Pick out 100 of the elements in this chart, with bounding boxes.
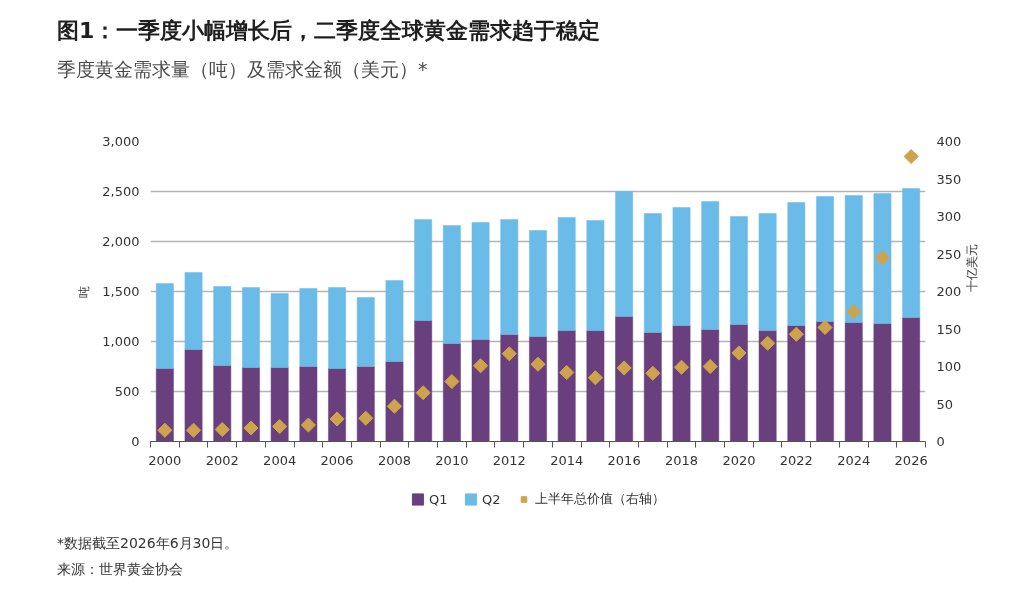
chart-subtitle: 季度黄金需求量（吨）及需求金额（美元）* (57, 58, 428, 81)
bar (414, 320, 433, 442)
x-tick-label: 2006 (320, 452, 354, 468)
y2-axis-title: 十亿美元 (965, 243, 980, 292)
x-tick-label: 2022 (779, 452, 813, 468)
bar (299, 366, 318, 442)
bar (270, 293, 289, 368)
x-tick-label: 2012 (492, 452, 526, 468)
y2-tick-label: 250 (936, 246, 962, 262)
point (530, 356, 546, 372)
bar (643, 332, 662, 442)
y-tick-label: 1,500 (102, 284, 140, 299)
bar (184, 349, 203, 442)
legend-label: Q2 (482, 491, 502, 507)
bar (902, 188, 921, 318)
point (272, 418, 288, 435)
bar (672, 207, 691, 326)
y2-tick-label: 400 (936, 134, 962, 149)
bar (242, 367, 260, 442)
x-tick-label: 2000 (148, 452, 182, 468)
bar (328, 287, 346, 369)
bar (844, 195, 863, 323)
x-tick-label: 2018 (664, 452, 699, 468)
bar (443, 343, 461, 442)
bar (500, 219, 519, 335)
chart-title: 图1：一季度小幅增长后，二季度全球黄金需求趋于稳定 (57, 18, 601, 45)
point (358, 410, 374, 426)
bar (701, 201, 720, 330)
bar (155, 368, 174, 442)
bar (758, 213, 777, 331)
bar (615, 191, 633, 317)
y-tick-label: 3,000 (102, 134, 140, 149)
bar (414, 219, 433, 321)
legend-label: 上半年总价值（右轴） (535, 490, 665, 508)
x-tick-label: 2004 (263, 452, 297, 468)
bar (787, 202, 806, 326)
point (386, 398, 403, 414)
point (185, 422, 202, 438)
legend-label: Q1 (429, 491, 449, 507)
point (157, 422, 173, 438)
point (645, 365, 661, 381)
bar (615, 316, 633, 442)
bar (471, 222, 490, 340)
x-tick-label: 2002 (205, 452, 239, 468)
y2-tick-label: 0 (936, 434, 945, 449)
bar (299, 288, 318, 367)
y-axis-title: 吨 (77, 285, 92, 298)
bar (557, 217, 576, 331)
point (243, 420, 259, 436)
bar (586, 330, 605, 442)
bar (902, 317, 921, 442)
bar (385, 280, 404, 362)
bar (529, 230, 547, 337)
point (214, 421, 230, 438)
bar (701, 329, 720, 442)
x-tick-label: 2016 (607, 452, 641, 468)
bar (643, 213, 662, 333)
source-note: 来源：世界黄金协会 (57, 561, 183, 578)
bar (356, 297, 375, 367)
x-tick-label: 2024 (837, 452, 871, 468)
y2-tick-label: 300 (936, 209, 962, 224)
y2-tick-label: 50 (936, 396, 954, 412)
y2-tick-label: 150 (936, 321, 962, 337)
bar (328, 368, 346, 442)
point (846, 304, 862, 320)
y-tick-label: 500 (114, 384, 140, 399)
point (616, 360, 632, 376)
bar (184, 272, 203, 350)
point (731, 345, 747, 361)
point (501, 346, 517, 362)
point (874, 250, 891, 266)
point (415, 385, 431, 401)
point (788, 326, 804, 342)
bar (758, 330, 777, 442)
bar (844, 322, 863, 442)
bar (242, 287, 260, 368)
y-tick-label: 1,000 (102, 334, 140, 349)
point (329, 411, 345, 427)
bar (385, 361, 404, 442)
point (702, 358, 718, 375)
bar (500, 334, 519, 442)
bar (816, 321, 834, 442)
point (903, 148, 919, 165)
y2-tick-label: 100 (936, 359, 962, 374)
point (559, 364, 575, 381)
y2-tick-label: 350 (936, 171, 962, 187)
point (587, 370, 603, 386)
bar (672, 325, 691, 442)
bar (443, 225, 461, 344)
text: *数据截至2026年6月30日。 (57, 535, 239, 552)
bar (730, 216, 748, 325)
bar (586, 220, 605, 331)
x-tick-label: 2026 (894, 452, 928, 468)
point (673, 359, 690, 375)
point (473, 358, 489, 374)
x-tick-label: 2010 (435, 452, 469, 468)
y2-tick-label: 200 (936, 284, 962, 299)
bar (787, 325, 806, 442)
point (760, 335, 776, 351)
bar (873, 323, 892, 442)
